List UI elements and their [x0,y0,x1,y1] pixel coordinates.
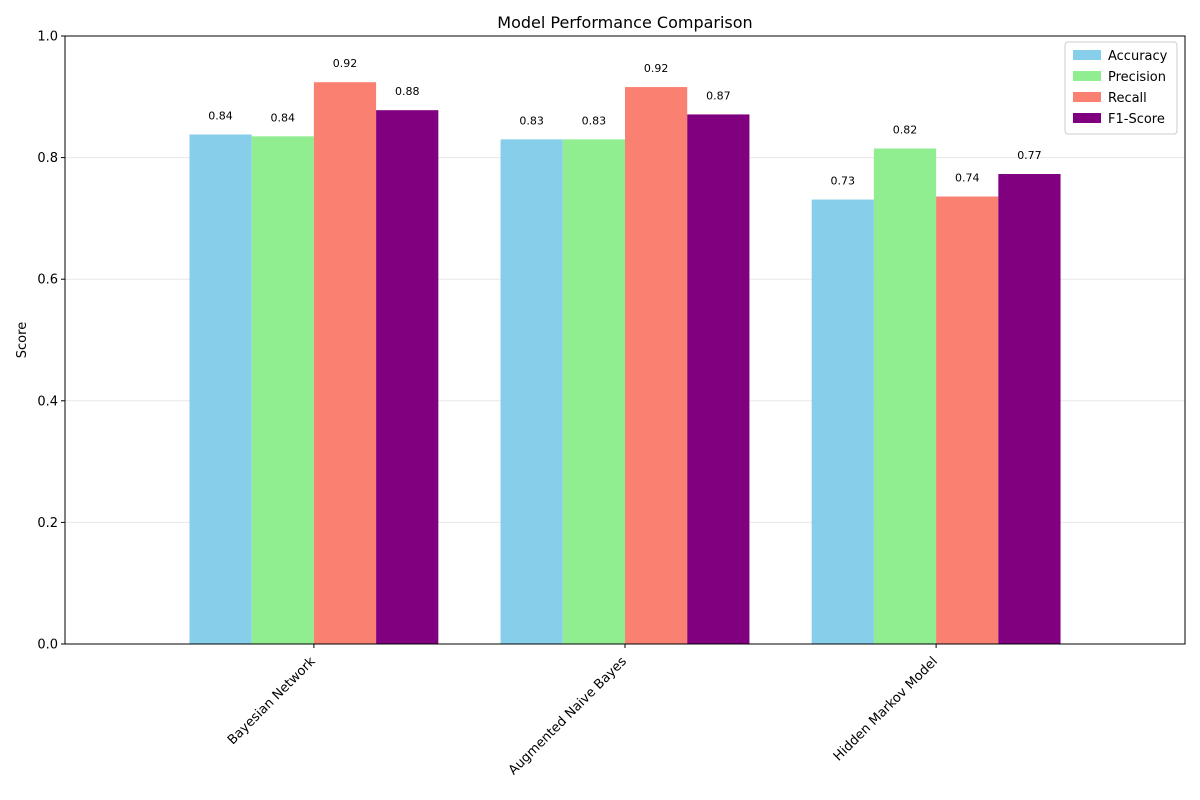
y-tick-label: 0.8 [37,151,58,166]
legend-swatch [1073,50,1101,60]
legend-label: F1-Score [1108,112,1165,127]
bar-f1-score [376,110,439,644]
y-axis: 0.0 0.2 0.4 0.6 0.8 1.0 [37,30,65,653]
y-tick-label: 0.6 [37,273,58,288]
chart-title: Model Performance Comparison [497,13,752,32]
legend-swatch [1073,71,1101,81]
bar-value-label: 0.77 [1017,149,1042,162]
data-labels: 0.84 0.84 0.92 0.88 0.83 0.83 0.92 0.87 0.73 0.82… [208,57,1041,187]
bar-value-label: 0.88 [395,85,420,98]
bar-value-label: 0.92 [333,57,358,70]
legend-label: Recall [1108,91,1147,106]
bar-value-label: 0.84 [208,109,233,122]
bar-recall [936,196,999,644]
legend: Accuracy Precision Recall F1-Score [1064,41,1178,135]
bar-recall [313,82,377,644]
bar-value-label: 0.87 [706,89,731,102]
bar-value-label: 0.83 [519,114,544,127]
legend-swatch [1073,113,1101,123]
bar-value-label: 0.74 [955,172,980,185]
bar-precision [873,148,937,645]
bar-precision [251,136,314,644]
bar-f1-score [687,114,750,644]
legend-swatch [1073,92,1101,102]
bar-accuracy [811,199,874,644]
legend-label: Precision [1108,70,1166,85]
bars [189,82,1061,645]
bar-f1-score [998,174,1061,645]
bar-value-label: 0.83 [582,114,607,127]
y-tick-label: 0.0 [37,638,58,653]
bar-recall [625,87,688,644]
y-tick-label: 1.0 [37,30,58,45]
legend-box [1064,41,1178,135]
bar-accuracy [189,134,252,644]
bar-value-label: 0.84 [271,111,296,124]
legend-label: Accuracy [1108,49,1168,64]
bar-value-label: 0.82 [893,123,918,136]
bar-value-label: 0.73 [831,175,856,188]
bar-value-label: 0.92 [644,62,669,75]
y-tick-label: 0.2 [37,516,58,531]
y-axis-label: Score [15,322,30,358]
bar-accuracy [500,139,563,645]
y-tick-label: 0.4 [37,394,58,409]
bar-precision [562,139,625,645]
